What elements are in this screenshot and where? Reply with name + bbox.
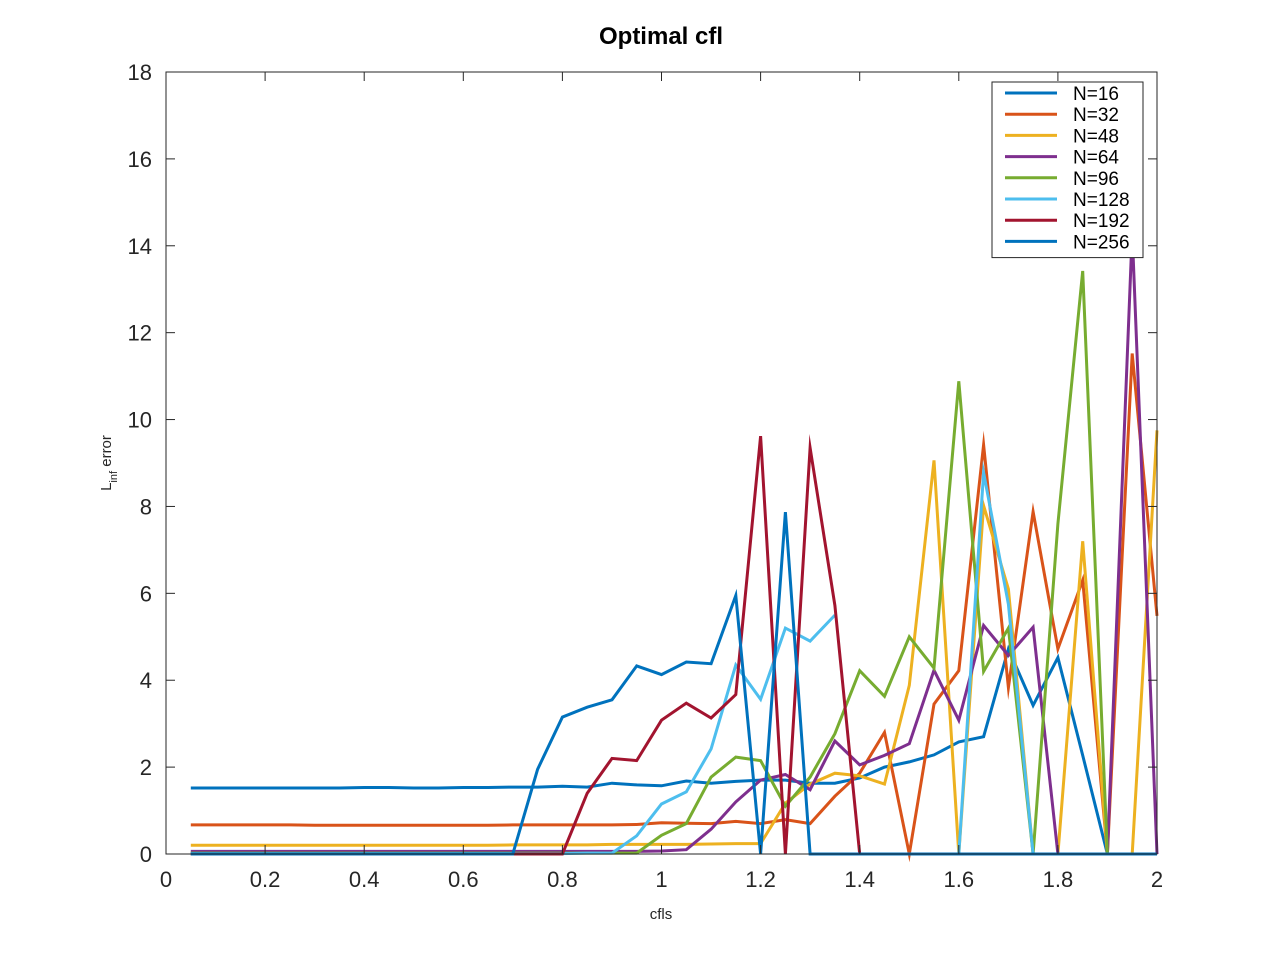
x-tick-label: 0 [160, 867, 172, 892]
legend-label: N=256 [1073, 232, 1130, 253]
y-axis-label: Linf error [98, 435, 120, 491]
y-tick-label: 8 [140, 494, 152, 519]
x-tick-label: 1.2 [745, 867, 776, 892]
x-tick-label: 0.8 [547, 867, 578, 892]
y-tick-label: 6 [140, 581, 152, 606]
y-axis-label-main: L [98, 483, 115, 491]
x-tick-label: 1.4 [844, 867, 875, 892]
y-axis-label-subscript: inf [108, 470, 120, 483]
y-tick-label: 18 [128, 60, 152, 85]
legend-box [991, 81, 1144, 259]
x-tick-label: 2 [1151, 867, 1163, 892]
x-tick-label: 0.4 [349, 867, 380, 892]
x-tick-label: 0.6 [448, 867, 479, 892]
legend-label: N=32 [1073, 105, 1119, 126]
x-tick-label: 0.2 [250, 867, 281, 892]
chart-title: Optimal cfl [599, 23, 723, 50]
plot-area: 0 0.2 0.4 0.6 0.8 1 1.2 1.4 1.6 1.8 2 0 2 4 6 8 10 12 14 16… [128, 60, 1164, 892]
series-line-3 [190, 232, 1159, 856]
series-line-2 [190, 430, 1159, 856]
x-tick-label: 1 [655, 867, 667, 892]
y-tick-label: 16 [128, 147, 152, 172]
y-tick-label: 0 [140, 842, 152, 867]
x-tick-label: 1.8 [1043, 867, 1074, 892]
legend-label: N=48 [1073, 126, 1119, 147]
legend-label: N=64 [1073, 148, 1119, 169]
legend-label: N=96 [1073, 169, 1119, 190]
series-line-1 [190, 353, 1159, 863]
y-tick-label: 12 [128, 321, 152, 346]
x-tick-label: 1.6 [944, 867, 975, 892]
y-tick-label: 10 [128, 408, 152, 433]
series-line-5-part-1 [957, 460, 1035, 855]
y-axis-label-rest: error [98, 435, 115, 471]
legend-label: N=128 [1073, 190, 1130, 211]
x-axis-label: cfls [650, 906, 673, 923]
y-tick-label: 14 [128, 234, 152, 259]
legend-label: N=192 [1073, 211, 1130, 232]
y-tick-label: 2 [140, 755, 152, 780]
series-line-0 [190, 644, 1157, 856]
legend-label: N=16 [1073, 84, 1119, 105]
y-tick-label: 4 [140, 668, 152, 693]
